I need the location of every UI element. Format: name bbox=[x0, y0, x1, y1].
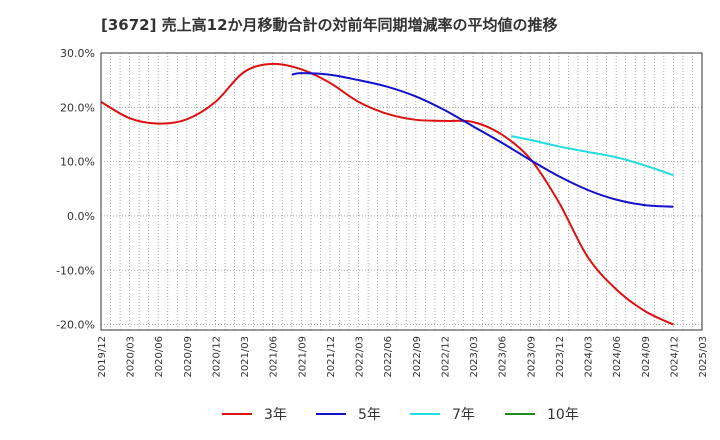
series-line-2 bbox=[291, 72, 674, 208]
x-tick-label: 2020/12 bbox=[211, 336, 222, 378]
x-tick-label: 2024/06 bbox=[612, 336, 623, 378]
x-tick-label: 2020/09 bbox=[183, 336, 194, 378]
legend-label: 10年 bbox=[547, 407, 579, 423]
x-tick-label: 2024/12 bbox=[669, 336, 680, 378]
y-tick-label: 10.0% bbox=[60, 156, 95, 169]
legend-label: 3年 bbox=[264, 407, 287, 423]
legend: 3年 5年 7年 10年 bbox=[222, 407, 579, 423]
x-tick-label: 2024/09 bbox=[641, 336, 652, 378]
chart-title: [3672] 売上高12か月移動合計の対前年同期増減率の平均値の推移 bbox=[101, 16, 558, 34]
x-tick-label: 2023/03 bbox=[469, 336, 480, 378]
y-tick-label: 20.0% bbox=[60, 101, 95, 114]
series-line-3 bbox=[511, 135, 674, 177]
x-tick-label: 2022/12 bbox=[440, 336, 451, 378]
y-tick-label: 0.0% bbox=[67, 210, 95, 223]
plot-frame bbox=[100, 52, 703, 331]
x-tick-label: 2020/06 bbox=[154, 336, 165, 378]
x-tick-label: 2022/03 bbox=[355, 336, 366, 378]
legend-label: 7年 bbox=[452, 407, 475, 423]
x-tick-label: 2020/03 bbox=[126, 336, 137, 378]
x-axis-ticks: 2019/12 2020/03 2020/06 2020/09 2020/12 2021/… bbox=[97, 336, 709, 378]
x-tick-label: 2019/12 bbox=[97, 336, 108, 378]
y-tick-label: -10.0% bbox=[56, 264, 95, 277]
x-tick-label: 2024/03 bbox=[584, 336, 595, 378]
series-lines bbox=[100, 62, 674, 326]
y-tick-label: -20.0% bbox=[56, 319, 95, 332]
series-line-1 bbox=[100, 62, 674, 326]
x-tick-label: 2021/12 bbox=[326, 336, 337, 378]
x-tick-label: 2023/12 bbox=[555, 336, 566, 378]
x-tick-label: 2025/03 bbox=[698, 336, 709, 378]
x-tick-label: 2022/06 bbox=[383, 336, 394, 378]
x-tick-label: 2021/09 bbox=[297, 336, 308, 378]
y-tick-label: 30.0% bbox=[60, 47, 95, 60]
x-tick-label: 2022/09 bbox=[412, 336, 423, 378]
plot-area bbox=[101, 53, 702, 330]
x-tick-label: 2023/06 bbox=[498, 336, 509, 378]
x-tick-label: 2021/06 bbox=[269, 336, 280, 378]
legend-label: 5年 bbox=[358, 407, 381, 423]
y-axis-ticks: 30.0% 20.0% 10.0% 0.0% -10.0% -20.0% bbox=[56, 47, 95, 332]
x-tick-label: 2021/03 bbox=[240, 336, 251, 378]
x-tick-label: 2023/09 bbox=[526, 336, 537, 378]
